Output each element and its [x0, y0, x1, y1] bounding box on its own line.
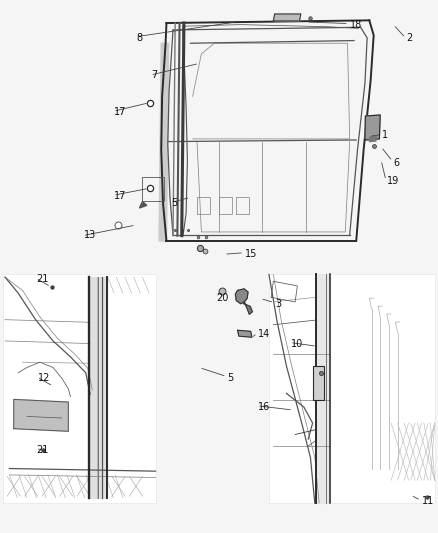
Polygon shape	[316, 274, 330, 503]
Text: 13: 13	[84, 230, 96, 240]
Text: 12: 12	[38, 373, 50, 383]
Text: 11: 11	[422, 496, 434, 506]
Text: 16: 16	[258, 402, 270, 412]
Polygon shape	[139, 201, 147, 208]
Text: 5: 5	[171, 198, 177, 208]
Polygon shape	[235, 289, 248, 304]
Text: 2: 2	[406, 33, 413, 43]
Text: 21: 21	[36, 445, 49, 455]
Text: 7: 7	[151, 70, 157, 80]
Polygon shape	[237, 330, 252, 337]
Text: 20: 20	[217, 293, 229, 303]
Polygon shape	[369, 136, 377, 142]
Text: 17: 17	[114, 191, 127, 201]
Text: 10: 10	[291, 338, 303, 349]
Text: 21: 21	[36, 274, 49, 284]
Polygon shape	[244, 301, 252, 314]
Text: 3: 3	[276, 298, 282, 309]
Bar	[313, 366, 324, 400]
Text: 19: 19	[387, 176, 399, 187]
Text: 17: 17	[114, 107, 127, 117]
Polygon shape	[273, 14, 301, 21]
Text: 6: 6	[393, 158, 399, 168]
Text: 18: 18	[350, 20, 362, 30]
Text: 5: 5	[227, 373, 234, 383]
Polygon shape	[365, 115, 380, 140]
Polygon shape	[159, 43, 169, 241]
Text: 8: 8	[136, 33, 142, 43]
Polygon shape	[14, 399, 68, 431]
Text: 15: 15	[245, 249, 258, 259]
Polygon shape	[3, 274, 155, 503]
Text: 1: 1	[382, 130, 389, 140]
Text: 14: 14	[258, 329, 270, 339]
Polygon shape	[89, 277, 107, 498]
Polygon shape	[269, 274, 435, 503]
